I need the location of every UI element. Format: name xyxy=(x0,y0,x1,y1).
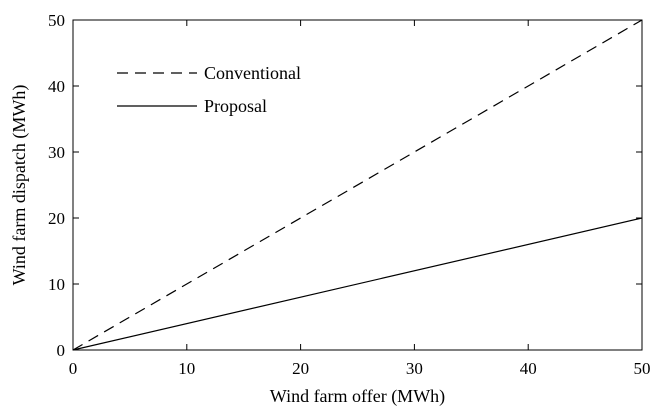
x-tick-label: 10 xyxy=(178,359,195,378)
series-line-conventional xyxy=(72,19,643,351)
legend-label-conventional: Conventional xyxy=(204,63,301,83)
x-tick-label: 30 xyxy=(406,359,423,378)
x-tick-label: 0 xyxy=(69,359,78,378)
y-tick-label: 30 xyxy=(48,143,65,162)
x-tick-label: 50 xyxy=(634,359,651,378)
series-layer xyxy=(72,19,643,351)
x-axis-label: Wind farm offer (MWh) xyxy=(270,386,445,407)
ticks-layer: 0 10 20 30 40 50 0 10 20 30 40 50 xyxy=(48,11,651,378)
x-tick-label: 20 xyxy=(292,359,309,378)
x-tick-label: 40 xyxy=(520,359,537,378)
y-tick-label: 0 xyxy=(57,341,66,360)
y-tick-label: 50 xyxy=(48,11,65,30)
series-line-proposal xyxy=(72,217,643,351)
y-tick-label: 40 xyxy=(48,77,65,96)
legend-label-proposal: Proposal xyxy=(204,96,267,116)
legend: Conventional Proposal xyxy=(117,63,301,116)
y-tick-label: 20 xyxy=(48,209,65,228)
y-tick-label: 10 xyxy=(48,275,65,294)
plot-frame xyxy=(72,19,643,351)
y-axis-label: Wind farm dispatch (MWh) xyxy=(9,85,30,286)
